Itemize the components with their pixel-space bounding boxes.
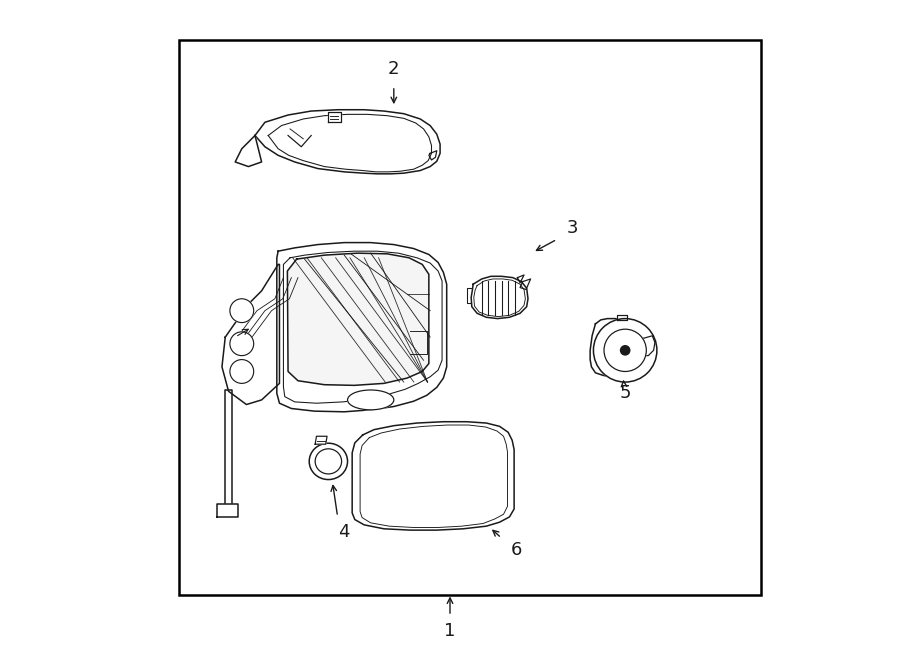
Polygon shape xyxy=(616,315,627,320)
Circle shape xyxy=(604,329,646,371)
Polygon shape xyxy=(352,422,514,530)
Circle shape xyxy=(230,332,254,356)
Polygon shape xyxy=(235,136,262,167)
Polygon shape xyxy=(328,112,341,122)
Ellipse shape xyxy=(310,443,347,480)
Polygon shape xyxy=(217,504,239,517)
Text: 5: 5 xyxy=(619,384,631,403)
Text: 3: 3 xyxy=(566,219,578,237)
Polygon shape xyxy=(277,243,446,412)
Text: 4: 4 xyxy=(338,523,350,541)
Polygon shape xyxy=(255,110,440,174)
Bar xyxy=(179,40,760,595)
Text: 1: 1 xyxy=(445,621,455,640)
Circle shape xyxy=(230,360,254,383)
Circle shape xyxy=(593,319,657,382)
Circle shape xyxy=(620,346,630,355)
Polygon shape xyxy=(590,319,643,377)
Polygon shape xyxy=(643,336,655,356)
Ellipse shape xyxy=(347,390,394,410)
Polygon shape xyxy=(472,276,528,319)
Text: 2: 2 xyxy=(388,60,400,79)
Circle shape xyxy=(230,299,254,323)
Polygon shape xyxy=(315,436,327,444)
Polygon shape xyxy=(287,253,428,385)
Polygon shape xyxy=(225,390,232,506)
Polygon shape xyxy=(222,264,280,405)
Text: 6: 6 xyxy=(510,541,522,559)
Ellipse shape xyxy=(315,449,342,474)
